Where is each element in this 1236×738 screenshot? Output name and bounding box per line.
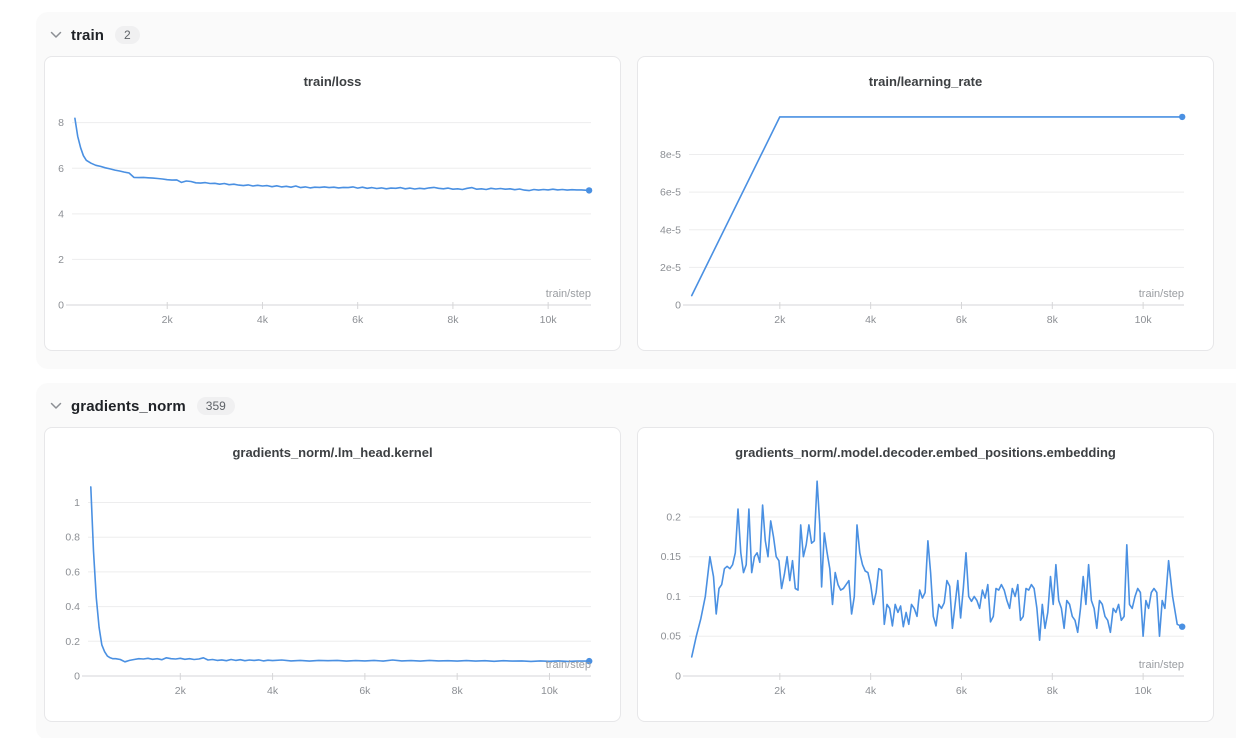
y-tick-label: 0.8 — [65, 532, 80, 544]
series-end-dot — [585, 187, 593, 194]
chart-title: train/learning_rate — [868, 74, 983, 89]
x-axis-label: train/step — [1139, 288, 1184, 300]
x-tick-label: 10k — [1135, 685, 1153, 697]
x-tick-label: 2k — [774, 314, 786, 326]
section-gradients-norm: gradients_norm 359 gradients_norm/.lm_he… — [36, 383, 1236, 738]
series-line — [690, 116, 1184, 297]
x-tick-label: 2k — [774, 685, 786, 697]
line-chart[interactable]: 0 0.05 0.1 0.15 0.2 2k 4k 6k 8k 10k train/step — [643, 470, 1208, 714]
section-header-gradients-norm[interactable]: gradients_norm 359 — [44, 391, 1214, 421]
y-tick-label: 2 — [58, 254, 64, 266]
section-title: gradients_norm — [71, 397, 186, 415]
y-tick-label: 6 — [58, 163, 64, 175]
section-train: train 2 train/loss 0 2 4 6 8 2k 4k 6k 8k 10k train… — [36, 12, 1236, 369]
chart-card: train/loss 0 2 4 6 8 2k 4k 6k 8k 10k train/step — [44, 56, 621, 351]
x-tick-label: 4k — [865, 314, 877, 326]
y-tick-label: 0.05 — [661, 631, 682, 643]
chart-title: gradients_norm/.model.decoder.embed_posi… — [735, 445, 1116, 460]
x-tick-label: 8k — [452, 685, 464, 697]
y-tick-label: 8 — [58, 117, 64, 129]
x-tick-label: 8k — [447, 314, 459, 326]
section-title: train — [71, 26, 105, 44]
y-tick-label: 1 — [74, 497, 80, 509]
y-tick-label: 0 — [675, 671, 681, 683]
y-tick-label: 8e-5 — [660, 149, 681, 161]
x-tick-label: 4k — [257, 314, 269, 326]
chart-card: gradients_norm/.lm_head.kernel 0 0.2 0.4 0.… — [44, 427, 621, 722]
series-line — [690, 480, 1184, 658]
line-chart[interactable]: 0 0.2 0.4 0.6 0.8 1 2k 4k 6k 8k 10k train/step — [50, 470, 615, 714]
x-axis-label: train/step — [1139, 659, 1184, 671]
y-tick-label: 4 — [58, 208, 64, 220]
x-tick-label: 10k — [1135, 314, 1153, 326]
y-tick-label: 0.1 — [666, 591, 681, 603]
chart-title: train/loss — [303, 74, 362, 89]
x-tick-label: 4k — [865, 685, 877, 697]
y-tick-label: 0 — [58, 300, 64, 312]
line-chart[interactable]: 0 2 4 6 8 2k 4k 6k 8k 10k train/step — [50, 99, 615, 343]
x-tick-label: 10k — [541, 685, 559, 697]
y-tick-label: 2e-5 — [660, 262, 681, 274]
x-axis-label: train/step — [546, 288, 591, 300]
chart-count-badge: 2 — [115, 26, 140, 44]
chart-card: train/learning_rate 0 2e-5 4e-5 6e-5 8e-5 2k 4… — [637, 56, 1214, 351]
x-axis-label: train/step — [546, 659, 591, 671]
series-line — [89, 486, 591, 663]
series-line — [74, 117, 590, 192]
section-header-train[interactable]: train 2 — [44, 20, 1214, 50]
x-tick-label: 10k — [540, 314, 558, 326]
y-tick-label: 6e-5 — [660, 187, 681, 199]
y-tick-label: 4e-5 — [660, 224, 681, 236]
y-tick-label: 0.15 — [661, 551, 682, 563]
y-tick-label: 0 — [675, 300, 681, 312]
y-tick-label: 0 — [74, 671, 80, 683]
x-tick-label: 2k — [175, 685, 187, 697]
chart-card: gradients_norm/.model.decoder.embed_posi… — [637, 427, 1214, 722]
chart-title: gradients_norm/.lm_head.kernel — [232, 445, 433, 460]
x-tick-label: 8k — [1047, 314, 1059, 326]
line-chart[interactable]: 0 2e-5 4e-5 6e-5 8e-5 2k 4k 6k 8k 10k train/step — [643, 99, 1208, 343]
chart-card-row: gradients_norm/.lm_head.kernel 0 0.2 0.4 0.… — [44, 427, 1214, 722]
y-tick-label: 0.6 — [65, 566, 80, 578]
y-tick-label: 0.4 — [65, 601, 80, 613]
x-tick-label: 2k — [162, 314, 174, 326]
chart-card-row: train/loss 0 2 4 6 8 2k 4k 6k 8k 10k train/step tr… — [44, 56, 1214, 351]
series-end-dot — [1179, 113, 1186, 121]
series-end-dot — [586, 657, 593, 665]
y-tick-label: 0.2 — [65, 636, 80, 648]
x-tick-label: 6k — [956, 314, 968, 326]
x-tick-label: 4k — [267, 685, 279, 697]
x-tick-label: 8k — [1047, 685, 1059, 697]
x-tick-label: 6k — [359, 685, 371, 697]
x-tick-label: 6k — [352, 314, 364, 326]
chart-count-badge: 359 — [196, 397, 235, 415]
chevron-down-icon[interactable] — [50, 31, 62, 39]
y-tick-label: 0.2 — [666, 511, 681, 523]
chevron-down-icon[interactable] — [50, 402, 62, 410]
series-end-dot — [1179, 623, 1186, 630]
x-tick-label: 6k — [956, 685, 968, 697]
